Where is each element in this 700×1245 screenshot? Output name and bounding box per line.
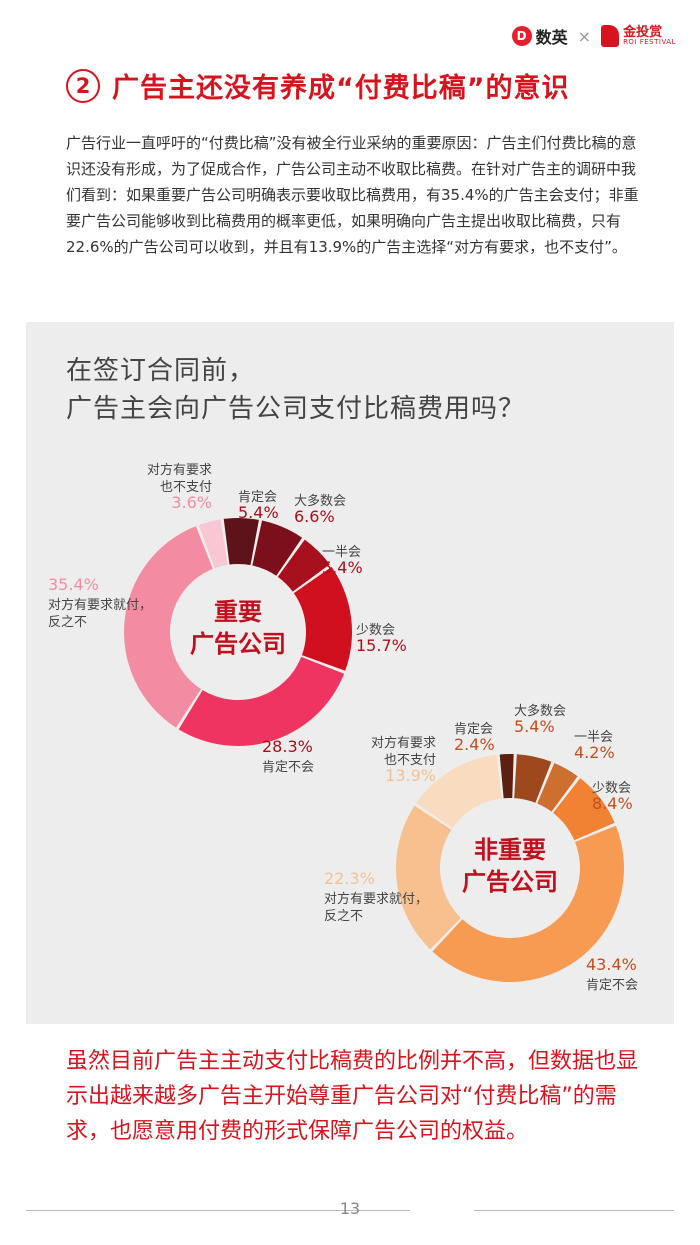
important-agency-slice-pay-if-asked xyxy=(124,526,213,728)
nonimportant-agency-center-title-line1: 非重要 xyxy=(474,836,546,864)
important-agency-slice-few-yes xyxy=(293,566,352,671)
important-agency-center-title-line2: 广告公司 xyxy=(190,630,286,658)
nonimportant-agency-slice-no-pay-even-if-asked xyxy=(416,754,502,829)
roi-festival-logo: 金投赏 ROI FESTIVAL xyxy=(601,25,676,47)
section-title: 广告主还没有养成“付费比稿”的意识 xyxy=(112,73,570,104)
nonimportant-agency-value-label-definitely-no: 43.4% xyxy=(586,955,637,974)
important-agency-value-label-mostly-yes: 6.6% xyxy=(294,507,335,526)
important-agency-category-label-few-yes: 少数会 xyxy=(356,623,395,638)
roi-festival-logo-subtext: ROI FESTIVAL xyxy=(623,38,676,46)
nonimportant-agency-value-label-few-yes: 8.4% xyxy=(592,794,633,813)
important-agency-center-title-line1: 重要 xyxy=(214,598,262,626)
important-agency-value-label-few-yes: 15.7% xyxy=(356,636,407,655)
chart-question-line2: 广告主会向广告公司支付比稿费用吗？ xyxy=(66,394,526,424)
shuying-mark-icon: D xyxy=(511,26,532,46)
nonimportant-agency-slice-half-yes xyxy=(537,762,578,812)
nonimportant-agency-category-label-pay-if-asked: 对方有要求就付， xyxy=(324,891,428,907)
nonimportant-agency-category-label-half-yes: 一半会 xyxy=(574,730,613,745)
intro-paragraph: 广告行业一直呼吁的“付费比稿”没有被全行业采纳的重要原因：广告主们付费比稿的意识… xyxy=(66,134,639,256)
page-number: 13 xyxy=(339,1199,361,1218)
important-agency-value-label-pay-if-asked: 35.4% xyxy=(48,575,99,594)
important-agency-slice-no-pay-even-if-asked xyxy=(198,519,228,569)
logo-separator: × xyxy=(577,26,592,46)
important-agency-slice-half-yes xyxy=(277,539,330,592)
important-agency-category-label-definitely-no: 肯定不会 xyxy=(262,760,314,775)
nonimportant-agency-slice-mostly-yes xyxy=(514,754,552,803)
section-heading: 2 广告主还没有养成“付费比稿”的意识 xyxy=(66,66,570,105)
important-agency-category-label-no-pay-even-if-asked: 对方有要求 xyxy=(147,462,212,478)
nonimportant-agency-category-label-pay-if-asked: 反之不 xyxy=(324,909,363,924)
important-agency-category-label-no-pay-even-if-asked: 也不支付 xyxy=(160,480,212,495)
nonimportant-agency-slice-definitely-yes xyxy=(499,754,514,799)
footer-divider-right xyxy=(474,1210,674,1211)
nonimportant-agency-center-title-line2: 广告公司 xyxy=(462,868,558,896)
important-agency-slice-definitely-yes xyxy=(223,517,259,566)
header-logos: D 数英 × 金投赏 ROI FESTIVAL xyxy=(511,22,676,50)
nonimportant-agency-category-label-no-pay-even-if-asked: 也不支付 xyxy=(384,753,436,768)
nonimportant-agency-value-label-mostly-yes: 5.4% xyxy=(514,717,555,736)
nonimportant-agency-slice-definitely-no xyxy=(432,825,625,983)
nonimportant-agency-slice-pay-if-asked xyxy=(395,805,461,950)
section-number-badge: 2 xyxy=(66,68,100,103)
nonimportant-agency-value-label-half-yes: 4.2% xyxy=(574,743,615,762)
roi-festival-logo-text: 金投赏 xyxy=(623,25,663,40)
nonimportant-agency-category-label-mostly-yes: 大多数会 xyxy=(514,703,566,719)
important-agency-value-label-definitely-no: 28.3% xyxy=(262,737,313,756)
important-agency-value-label-definitely-yes: 5.4% xyxy=(238,503,279,522)
important-agency-value-label-no-pay-even-if-asked: 3.6% xyxy=(171,493,212,512)
nonimportant-agency-category-label-no-pay-even-if-asked: 对方有要求 xyxy=(371,735,436,751)
nonimportant-agency-category-label-definitely-yes: 肯定会 xyxy=(454,722,493,737)
important-agency-slice-mostly-yes xyxy=(252,520,303,576)
nonimportant-agency-value-label-pay-if-asked: 22.3% xyxy=(324,869,375,888)
nonimportant-agency-value-label-no-pay-even-if-asked: 13.9% xyxy=(385,766,436,785)
conclusion-paragraph: 虽然目前广告主主动支付比稿费的比例并不高，但数据也显示出越来越多广告主开始尊重广… xyxy=(66,1049,639,1144)
important-agency-category-label-mostly-yes: 大多数会 xyxy=(294,493,346,509)
nonimportant-agency-value-label-definitely-yes: 2.4% xyxy=(454,735,495,754)
chart-question-line1: 在签订合同前， xyxy=(66,356,256,386)
important-agency-slice-definitely-no xyxy=(178,656,345,747)
important-agency-category-label-definitely-yes: 肯定会 xyxy=(238,490,277,505)
roi-festival-mark-icon xyxy=(601,25,620,47)
important-agency-category-label-half-yes: 一半会 xyxy=(322,545,361,560)
chart-question: 在签订合同前， 广告主会向广告公司支付比稿费用吗？ xyxy=(66,352,525,428)
important-agency-category-label-pay-if-asked: 反之不 xyxy=(48,615,87,630)
nonimportant-agency-category-label-few-yes: 少数会 xyxy=(592,781,631,796)
important-agency-value-label-half-yes: 5.4% xyxy=(322,558,363,577)
shuying-logo: D 数英 xyxy=(511,24,568,48)
footer-divider-left xyxy=(26,1210,410,1211)
nonimportant-agency-slice-few-yes xyxy=(553,778,615,841)
important-agency-category-label-pay-if-asked: 对方有要求就付， xyxy=(48,597,152,613)
shuying-logo-text: 数英 xyxy=(535,28,568,47)
nonimportant-agency-category-label-definitely-no: 肯定不会 xyxy=(586,978,638,993)
